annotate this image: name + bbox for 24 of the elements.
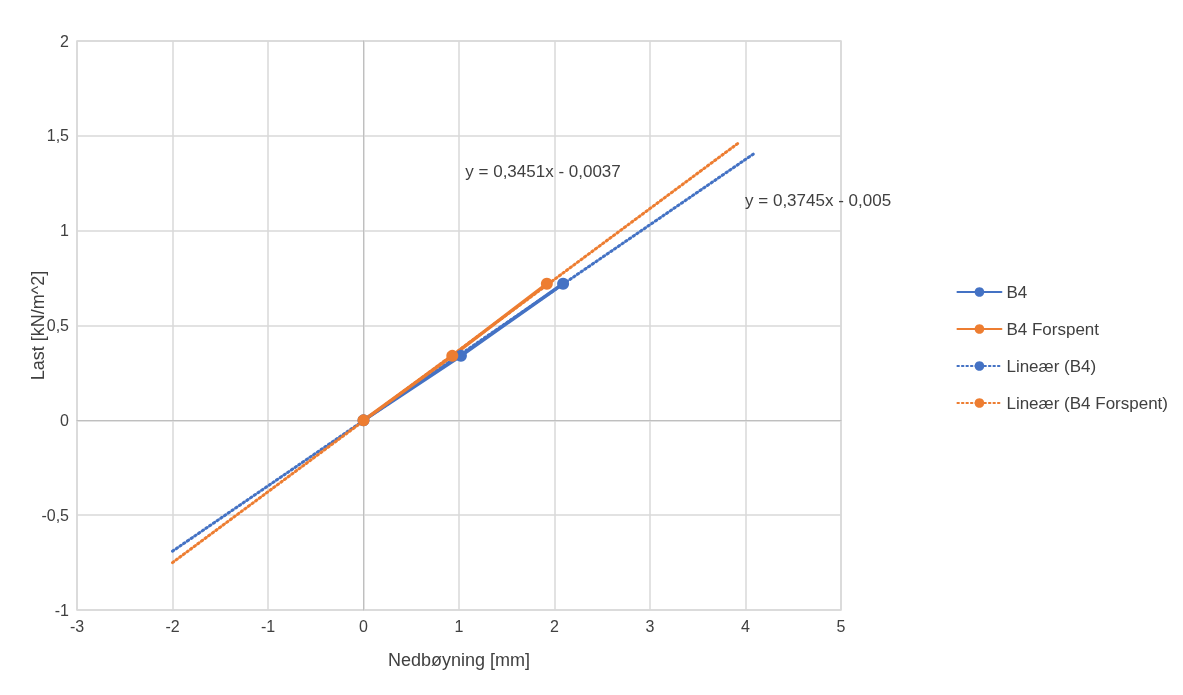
x-tick-label: 4 <box>741 617 751 635</box>
x-tick-label: -3 <box>69 617 85 635</box>
legend-label: B4 Forspent <box>1006 319 1100 339</box>
annotation: y = 0,3451x - 0,0037 <box>465 162 621 182</box>
legend-label: Lineær (B4) <box>1006 356 1097 376</box>
x-axis-title: Nedbøyning [mm] <box>387 650 531 670</box>
y-tick-label: -0,5 <box>41 506 70 524</box>
legend-label: Lineær (B4 Forspent) <box>1006 393 1169 413</box>
y-tick-label: 1,5 <box>46 127 70 145</box>
x-tick-label: -2 <box>165 617 180 635</box>
annotation: y = 0,3745x - 0,005 <box>745 190 892 210</box>
y-tick-label: 1 <box>60 222 70 240</box>
x-tick-label: -1 <box>260 617 276 635</box>
x-tick-label: 1 <box>454 617 464 635</box>
x-tick-label: 3 <box>645 617 655 635</box>
y-axis-title: Last [kN/m^2] <box>28 270 48 381</box>
y-tick-label: -1 <box>54 601 70 619</box>
legend-label: B4 <box>1006 282 1028 302</box>
x-tick-label: 0 <box>359 617 369 635</box>
x-tick-label: 5 <box>836 617 846 635</box>
y-tick-label: 2 <box>60 32 70 50</box>
y-tick-label: 0,5 <box>46 317 70 334</box>
y-tick-label: 0 <box>60 411 70 429</box>
x-tick-label: 2 <box>550 617 560 635</box>
